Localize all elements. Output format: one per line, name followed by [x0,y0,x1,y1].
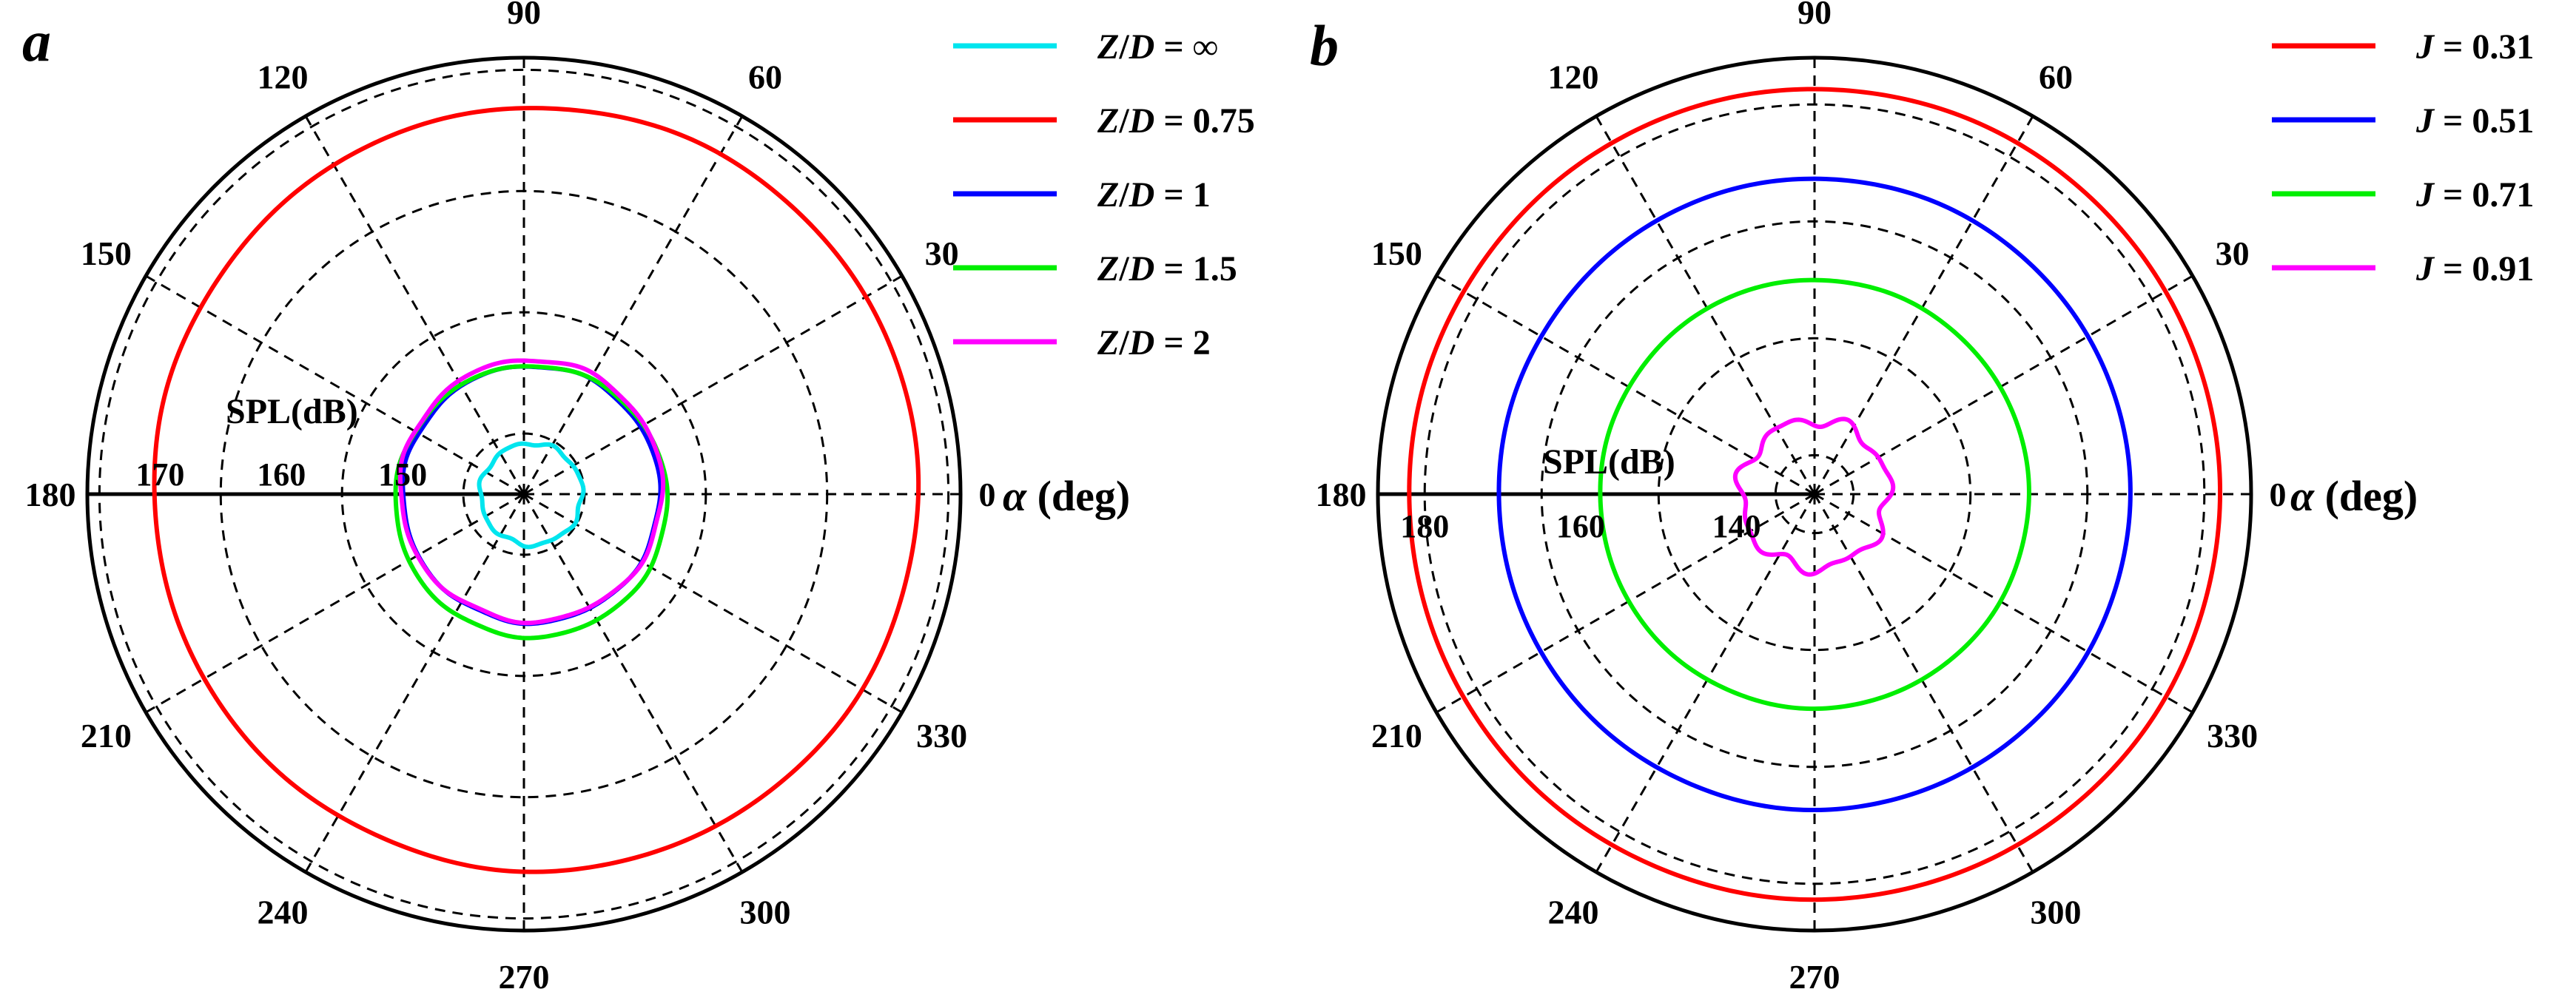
angular-grid-spoke [145,493,525,714]
radial-tick-label: 140 [1712,508,1761,544]
radial-tick-label: 160 [257,456,306,493]
series-line-a-4 [397,358,666,626]
angle-tick-label: 60 [2039,58,2073,95]
angle-tick-label: 240 [258,894,309,931]
angle-tick-label: 150 [1371,234,1422,272]
angle-axis-title: α (deg) [1003,472,1130,520]
angular-grid-spoke [1813,493,2034,873]
angle-tick-label: 0 [2270,476,2287,513]
angular-grid-spoke [304,493,525,873]
angle-tick-label: 180 [25,476,76,513]
angle-tick-label: 120 [1548,58,1599,95]
legend-entry-label: Z/D = 1 [1097,175,1211,215]
legend-entry-label: Z/D = 1.5 [1097,249,1237,288]
angular-grid-spoke [1813,115,2034,495]
polar-panel-b: 0 30 60 90 120 150 180 210 240 270 300 330 140 160 180… [1310,0,2534,989]
angle-tick-label: 30 [2216,234,2250,272]
series-line-b-1 [1496,176,2133,813]
angular-grid-spoke [522,493,744,873]
angle-tick-label: 270 [1789,958,1840,989]
angle-tick-label: 30 [925,234,959,272]
angle-tick-label: 330 [2207,717,2258,755]
series-line-a-0 [477,441,586,550]
angle-tick-label: 90 [1798,0,1832,31]
angle-tick-label: 120 [258,58,309,95]
legend-entry-label: J = 0.91 [2415,249,2534,288]
radial-grid-circle [1423,103,2206,885]
polar-panel-a: 0 30 60 90 120 150 180 210 240 270 300 330 150 160 170… [22,0,1255,989]
legend-entry-label: J = 0.31 [2415,27,2534,67]
angular-grid-spoke [1814,493,2193,714]
angle-tick-label: 210 [1371,717,1422,755]
angle-tick-label: 300 [2031,894,2082,931]
angle-tick-label: 60 [748,58,782,95]
angle-tick-label: 90 [507,0,541,31]
angular-grid-spoke [522,115,744,495]
angular-grid-spoke [1595,493,1816,873]
panel-label: b [1310,13,1339,78]
angle-axis-title: α (deg) [2290,472,2418,520]
legend-a: Z/D = ∞ Z/D = 0.75 Z/D = 1 Z/D = 1.5 Z/D = 2 [953,27,1255,362]
legend-entry-label: Z/D = ∞ [1097,27,1218,67]
angle-tick-label: 210 [81,717,132,755]
angular-grid-spoke [1814,274,2193,496]
angular-grid-spoke [1436,274,1815,496]
panel-label: a [22,9,51,73]
radial-tick-label: 150 [378,456,427,493]
legend-entry-label: Z/D = 0.75 [1097,101,1255,141]
series-line-b-2 [1598,277,2031,712]
angle-tick-label: 240 [1548,894,1599,931]
angle-tick-label: 150 [81,234,132,272]
angular-grid-spoke [304,115,525,495]
radial-tick-label: 170 [135,456,184,493]
series-line-a-1 [152,106,921,874]
radial-tick-label: 160 [1556,508,1605,544]
angle-tick-label: 300 [740,894,791,931]
angle-tick-label: 0 [979,476,996,513]
radial-axis-label: SPL(dB) [226,392,358,431]
angle-tick-label: 270 [499,958,550,989]
angular-grid-spoke [523,274,903,496]
radial-axis-label: SPL(dB) [1543,442,1675,482]
series-line-a-3 [393,364,670,641]
angular-grid-spoke [523,493,903,714]
legend-entry-label: Z/D = 2 [1097,323,1211,362]
angle-tick-label: 180 [1316,476,1367,513]
angle-tick-label: 330 [916,717,967,755]
legend-entry-label: J = 0.71 [2415,175,2534,215]
legend-entry-label: J = 0.51 [2415,101,2534,141]
legend-b: J = 0.31 J = 0.51 J = 0.71 J = 0.91 [2272,27,2534,288]
series-line-b-0 [1407,87,2223,902]
series-line-b-3 [1732,416,1896,577]
angular-grid-spoke [1595,115,1816,495]
angular-grid-spoke [145,274,525,496]
radial-tick-label: 180 [1400,508,1449,544]
